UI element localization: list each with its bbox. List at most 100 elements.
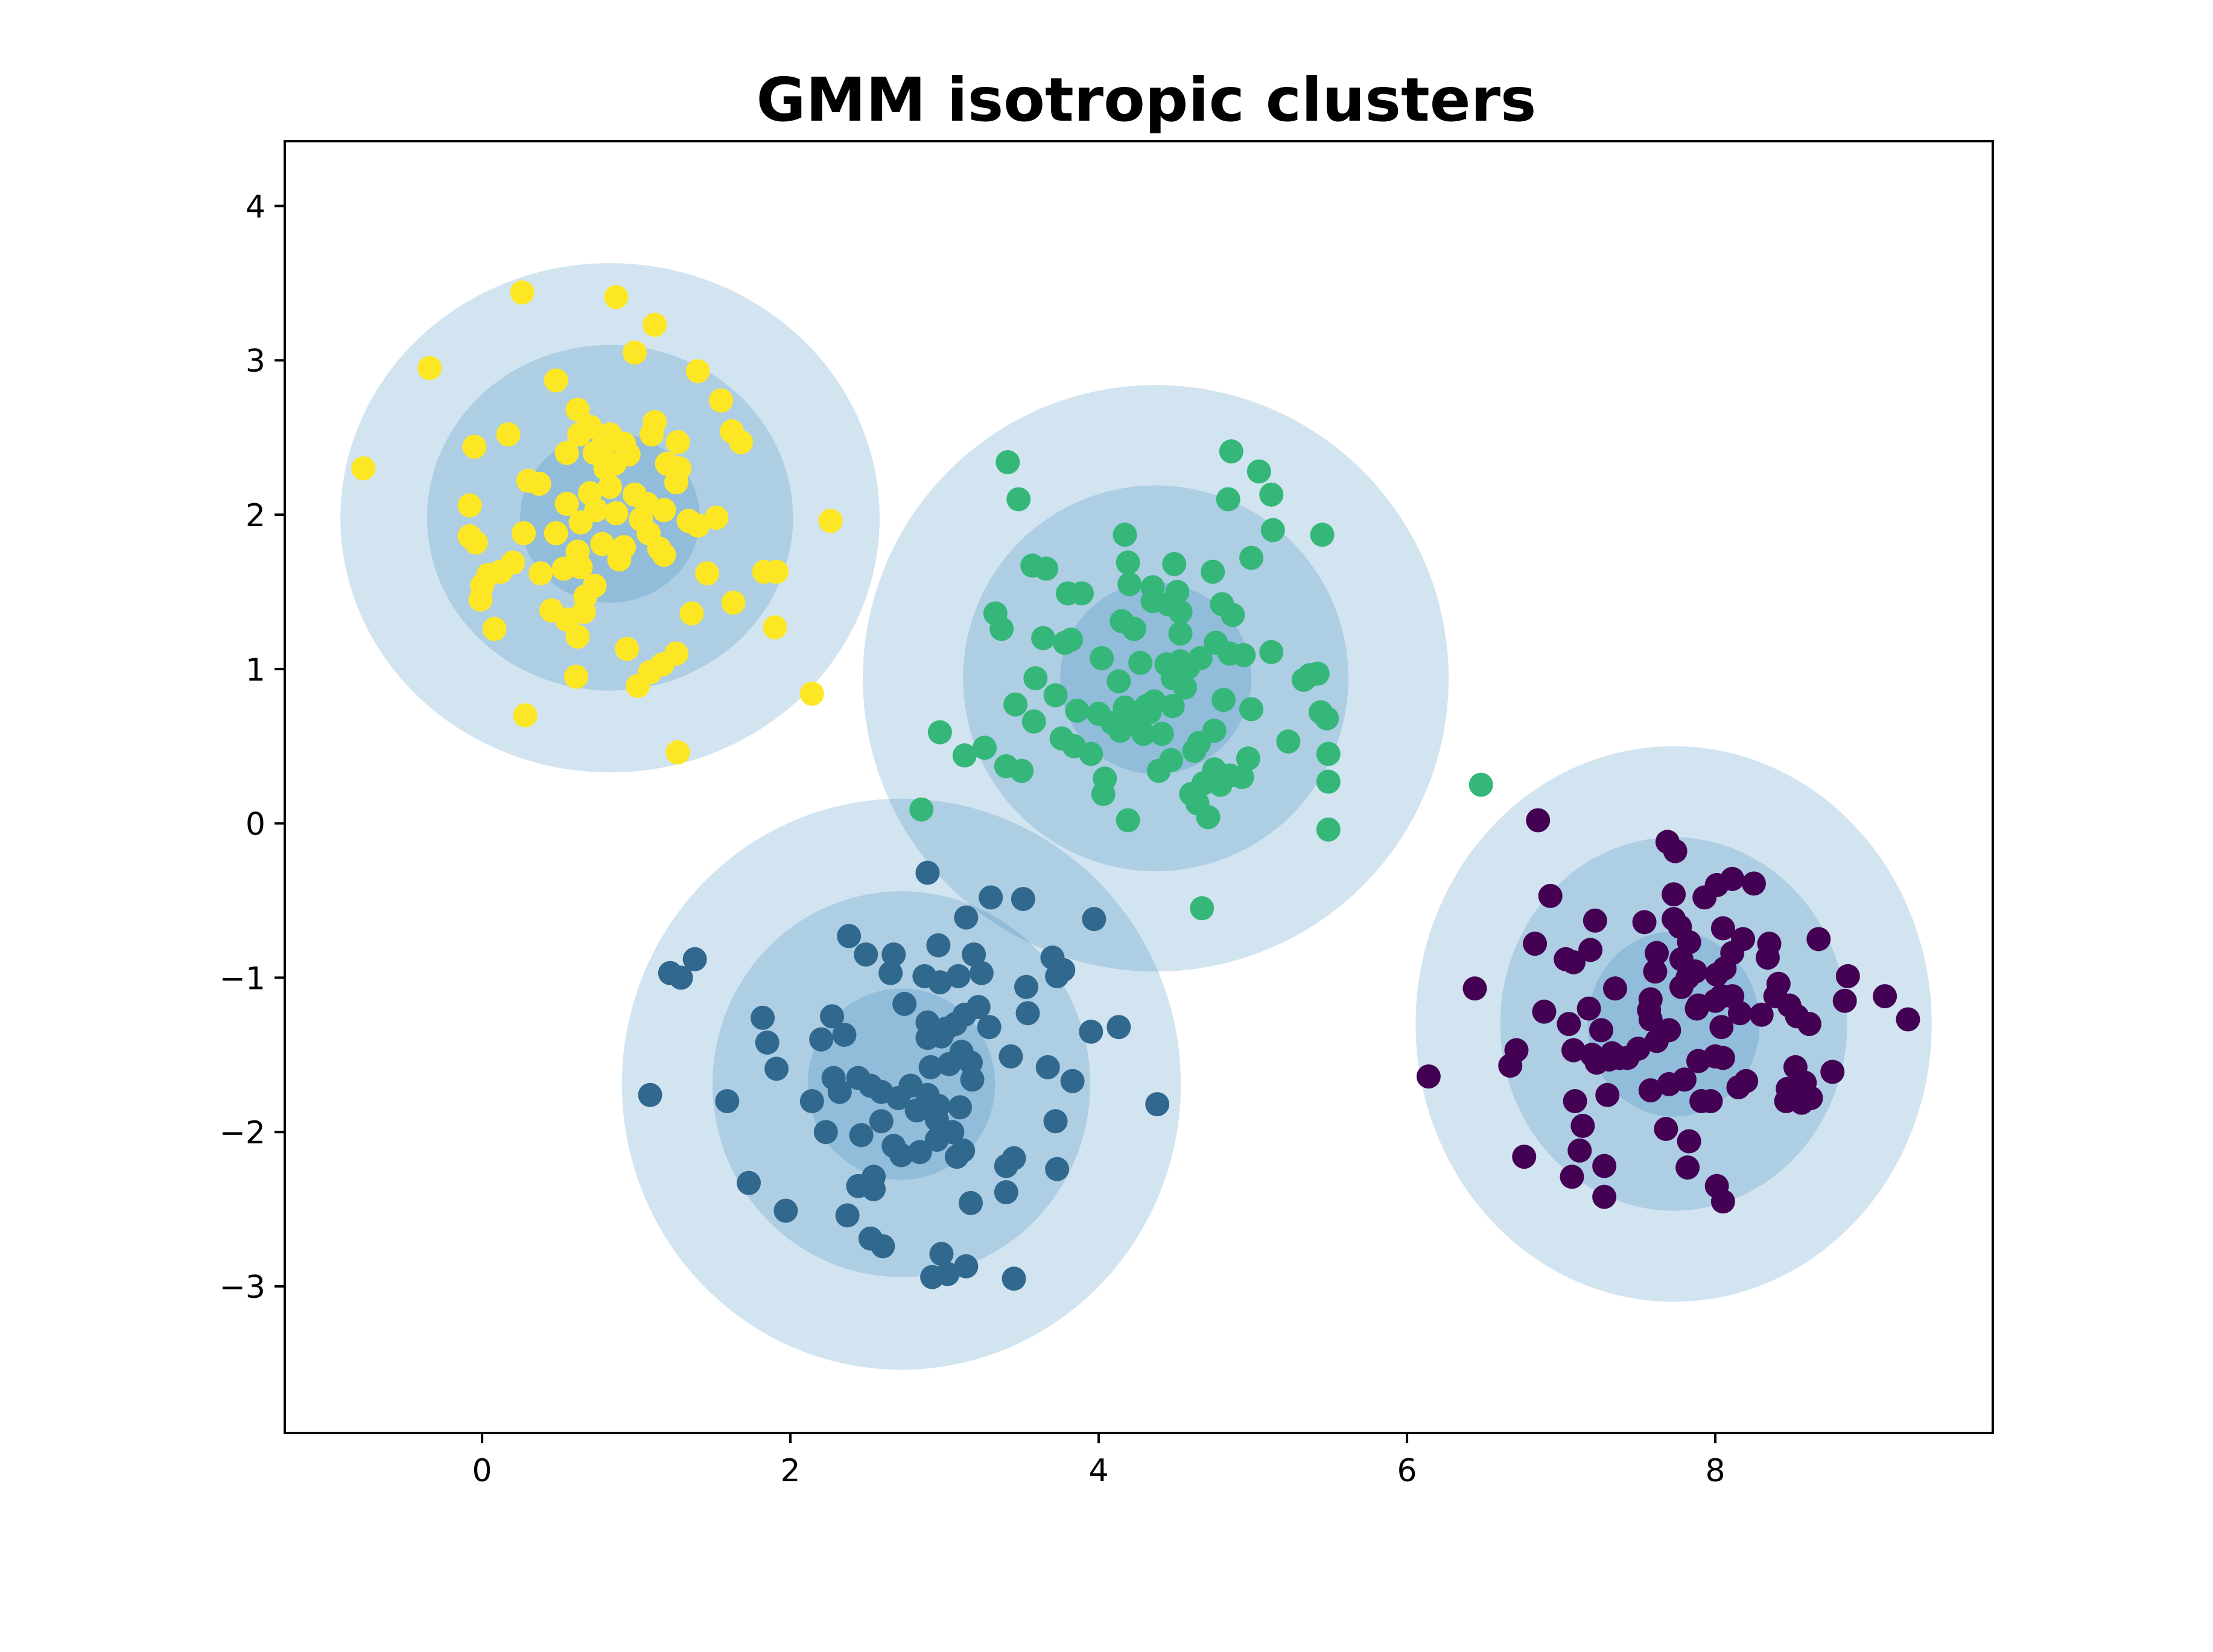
- data-point: [1003, 692, 1028, 717]
- data-point: [837, 924, 862, 948]
- data-point: [1596, 1047, 1621, 1072]
- gmm-ellipse-1-0: [863, 385, 1449, 972]
- data-point: [1416, 1064, 1441, 1089]
- data-point: [1131, 722, 1156, 746]
- data-point: [1230, 764, 1254, 789]
- data-point: [937, 1052, 962, 1076]
- data-point: [920, 1265, 945, 1289]
- data-point: [643, 313, 667, 337]
- data-point: [1468, 772, 1493, 797]
- data-point: [926, 933, 951, 958]
- data-point: [1316, 817, 1341, 842]
- data-point: [892, 991, 917, 1016]
- data-point: [977, 1015, 1002, 1040]
- data-point: [869, 1109, 894, 1134]
- data-point: [604, 285, 629, 310]
- data-point: [564, 664, 588, 689]
- data-point: [960, 1067, 985, 1092]
- data-point: [1260, 518, 1285, 542]
- data-point: [1561, 950, 1586, 974]
- data-point: [1806, 927, 1831, 951]
- y-tick-label: 1: [246, 652, 265, 688]
- data-point: [626, 673, 650, 698]
- data-point: [1219, 439, 1243, 464]
- data-point: [1663, 839, 1688, 863]
- data-point: [1462, 976, 1487, 1001]
- data-point: [1015, 1001, 1040, 1026]
- data-point: [1208, 772, 1233, 797]
- data-point: [665, 430, 690, 454]
- data-point: [529, 561, 553, 586]
- data-point: [1615, 1046, 1640, 1070]
- data-point: [1638, 1007, 1663, 1032]
- x-tick-label: 6: [1397, 1453, 1417, 1489]
- data-point: [972, 735, 997, 760]
- data-point: [1835, 964, 1860, 988]
- data-point: [682, 947, 707, 971]
- data-point: [927, 720, 952, 745]
- data-point: [813, 1120, 838, 1145]
- data-point: [1122, 617, 1146, 641]
- data-point: [665, 740, 690, 764]
- data-point: [565, 624, 590, 649]
- data-point: [995, 450, 1020, 475]
- data-point: [918, 1055, 943, 1079]
- y-tick-label: −3: [219, 1269, 265, 1306]
- data-point: [551, 556, 576, 581]
- data-point: [1563, 1089, 1587, 1114]
- data-point: [695, 561, 720, 586]
- data-point: [1146, 758, 1171, 783]
- data-point: [764, 559, 789, 584]
- data-point: [1162, 551, 1187, 576]
- data-point: [1710, 1189, 1735, 1214]
- data-point: [1196, 805, 1221, 830]
- data-point: [1638, 1078, 1663, 1103]
- data-point: [1315, 706, 1339, 731]
- data-point: [954, 905, 979, 930]
- cluster-points: [351, 280, 1920, 1291]
- data-point: [1632, 910, 1657, 935]
- data-point: [638, 1082, 662, 1107]
- data-point: [652, 498, 676, 523]
- data-point: [1116, 808, 1140, 833]
- data-point: [1246, 459, 1271, 484]
- data-point: [1592, 1184, 1617, 1209]
- data-point: [604, 501, 629, 526]
- data-point: [1592, 1154, 1617, 1178]
- data-point: [1173, 675, 1198, 700]
- data-point: [952, 743, 977, 768]
- data-point: [513, 703, 538, 728]
- data-point: [1011, 886, 1035, 911]
- data-point: [889, 1143, 914, 1168]
- data-point: [904, 1098, 929, 1123]
- data-point: [1117, 572, 1142, 597]
- data-point: [1090, 646, 1114, 670]
- data-point: [1034, 556, 1059, 581]
- data-point: [1727, 1001, 1752, 1026]
- data-point: [1065, 698, 1090, 723]
- data-point: [1560, 1164, 1584, 1189]
- data-point: [685, 359, 710, 384]
- data-point: [1069, 581, 1094, 606]
- data-point: [1710, 916, 1735, 941]
- data-point: [1168, 600, 1193, 624]
- data-point: [1570, 1113, 1595, 1138]
- data-point: [1201, 559, 1225, 584]
- data-point: [457, 493, 482, 518]
- data-point: [1523, 932, 1548, 956]
- y-tick-label: 0: [246, 807, 265, 843]
- data-point: [1873, 984, 1897, 1009]
- data-point: [1079, 1019, 1103, 1044]
- data-point: [818, 509, 843, 533]
- data-point: [1021, 709, 1046, 734]
- data-point: [915, 860, 940, 885]
- data-point: [820, 1004, 845, 1029]
- data-point: [1789, 1090, 1814, 1115]
- data-point: [1045, 1157, 1070, 1181]
- data-point: [755, 1030, 779, 1055]
- data-point: [1190, 896, 1214, 921]
- data-point: [1291, 667, 1316, 692]
- data-point: [1082, 907, 1106, 932]
- data-point: [832, 1023, 857, 1047]
- data-point: [1589, 1018, 1614, 1043]
